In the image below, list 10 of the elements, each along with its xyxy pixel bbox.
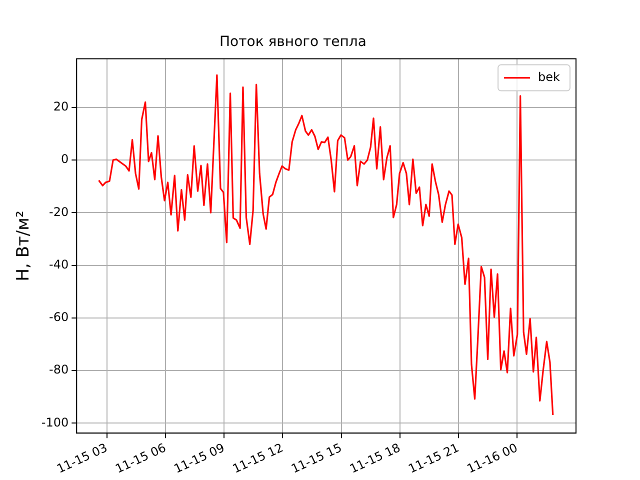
y-tick-label: -100 [41, 415, 69, 430]
y-tick-label: 0 [60, 152, 69, 166]
y-axis-title: H, Вт/м² [14, 210, 34, 282]
chart-title: Поток явного тепла [220, 34, 366, 50]
y-tick-label: -60 [49, 310, 69, 324]
legend-label: bek [538, 70, 560, 84]
y-tick-label: -40 [49, 257, 69, 272]
y-tick-label: 20 [53, 100, 69, 114]
y-tick-label: -80 [49, 362, 69, 377]
y-tick-label: -20 [49, 204, 69, 219]
